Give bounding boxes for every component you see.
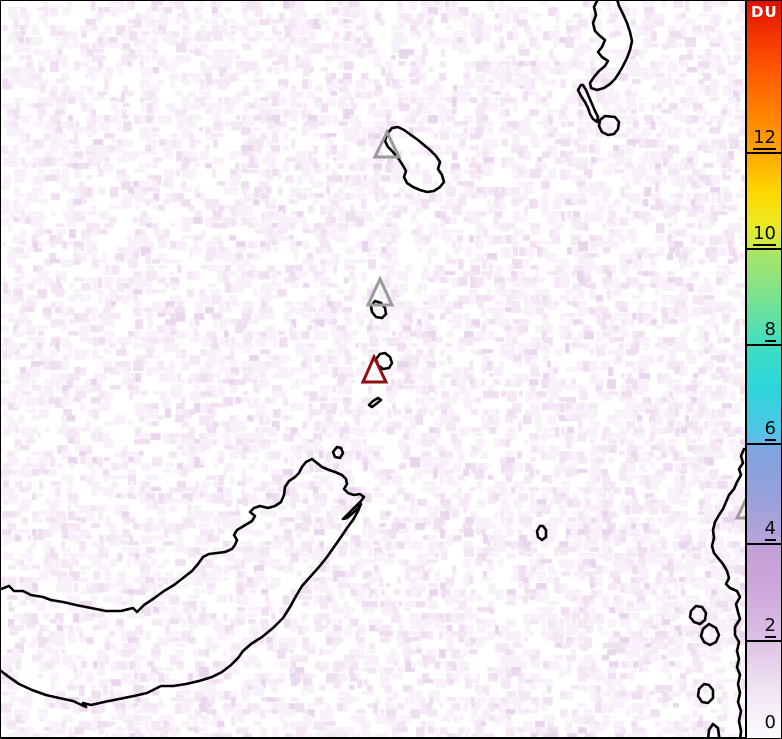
coastline-island-oval <box>597 114 621 137</box>
coastline-east <box>710 447 746 737</box>
colorbar-tick-label: 12 <box>753 127 776 150</box>
coastline-island-volcano1 <box>383 125 446 194</box>
colorbar-boundary-line <box>747 543 781 545</box>
colorbar-boundary-line <box>747 344 781 346</box>
volcano-triangle-icon <box>365 275 395 307</box>
colorbar-unit-label: DU <box>751 3 778 21</box>
colorbar-boundary-line <box>747 640 781 642</box>
colorbar-tick-label: 0 <box>764 712 776 733</box>
coastline-islet-c <box>367 396 383 409</box>
colorbar: 12 10 8 6 4 2 0 DU <box>745 0 782 739</box>
coastline-island-narrow <box>576 83 600 124</box>
colorbar-ticks: 12 10 8 6 4 2 0 <box>747 1 781 738</box>
coastline-islet-e <box>331 445 345 460</box>
coastline-islet-i <box>707 722 721 737</box>
coastline-islet-f <box>688 604 708 626</box>
coastline-islet-d <box>535 524 548 542</box>
colorbar-tick-label: 10 <box>753 223 776 246</box>
coastline-overlay <box>1 1 746 737</box>
coastline-islet-g <box>699 622 721 647</box>
colorbar-boundary-line <box>747 152 781 154</box>
map-area <box>0 0 746 739</box>
so2-column-noise-layer <box>1 1 746 737</box>
colorbar-boundary-line <box>747 443 781 445</box>
colorbar-tick-label: 2 <box>764 615 776 638</box>
colorbar-gradient <box>747 1 781 738</box>
coastline-mainland <box>1 457 366 709</box>
coastline-island-north <box>588 1 634 92</box>
colorbar-tick-label: 4 <box>764 518 776 541</box>
volcano-triangle-icon-active <box>360 353 389 384</box>
colorbar-tick-label: 6 <box>764 418 776 441</box>
coastline-islet-h <box>696 682 715 705</box>
colorbar-tick-label: 8 <box>764 319 776 342</box>
volcano-triangle-icon <box>734 495 746 520</box>
volcano-triangle-icon <box>372 128 402 159</box>
colorbar-boundary-line <box>747 248 781 250</box>
